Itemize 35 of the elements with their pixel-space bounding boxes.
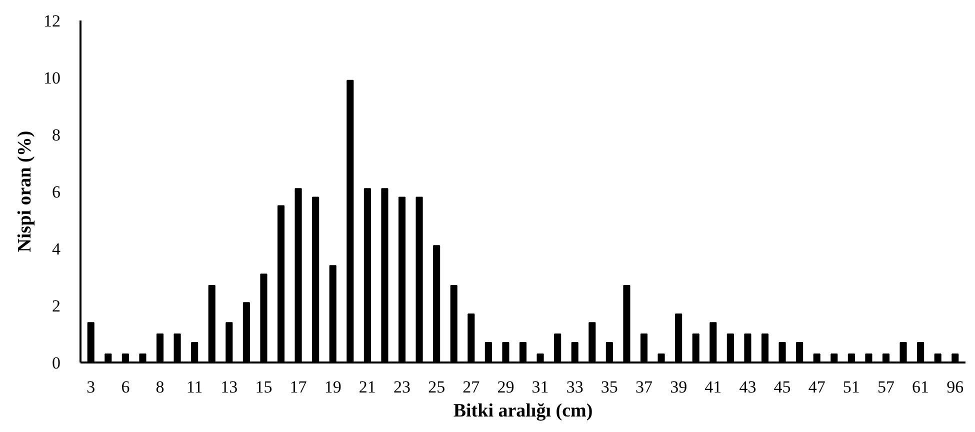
x-tick-label: 15: [255, 378, 272, 396]
x-tick-label: 37: [635, 378, 653, 396]
x-tick-label: 6: [121, 378, 130, 396]
x-tick-label: 17: [290, 378, 308, 396]
x-tick-label: 57: [877, 378, 895, 396]
x-tick-label: 61: [912, 378, 930, 396]
y-tick-label: 2: [52, 296, 60, 316]
x-tick-label: 3: [86, 378, 96, 396]
x-tick-label: 96: [946, 378, 964, 396]
x-tick-label: 23: [394, 378, 411, 396]
x-tick-label: 35: [600, 378, 618, 396]
x-tick-label: 45: [774, 378, 791, 396]
x-tick-label: 47: [808, 378, 826, 396]
x-tick-label: 11: [186, 378, 203, 396]
y-tick-label: 8: [52, 126, 60, 144]
y-tick-label: 6: [52, 182, 60, 202]
x-tick-label: 21: [358, 378, 376, 396]
x-tick-label: 8: [156, 378, 164, 396]
x-tick-label: 13: [220, 378, 238, 396]
y-tick-label: 10: [44, 68, 60, 88]
x-tick-label: 51: [842, 378, 860, 396]
x-tick-label: 41: [704, 378, 722, 396]
x-tick-label: 43: [739, 378, 756, 396]
x-tick-label: 27: [462, 378, 480, 396]
y-axis-title: Nispi oran (%): [14, 130, 36, 252]
x-tick-label: 33: [566, 378, 584, 396]
y-tick-label: 4: [52, 240, 61, 258]
x-tick-label: 29: [497, 378, 514, 396]
y-tick-label: 12: [44, 12, 60, 30]
x-tick-label: 39: [670, 378, 688, 396]
x-tick-label: 25: [428, 378, 446, 396]
y-tick-label: 0: [52, 354, 60, 372]
x-tick-label: 19: [324, 378, 342, 396]
x-tick-label: 31: [532, 378, 549, 396]
x-axis-title: Bitki aralığı (cm): [453, 400, 593, 422]
